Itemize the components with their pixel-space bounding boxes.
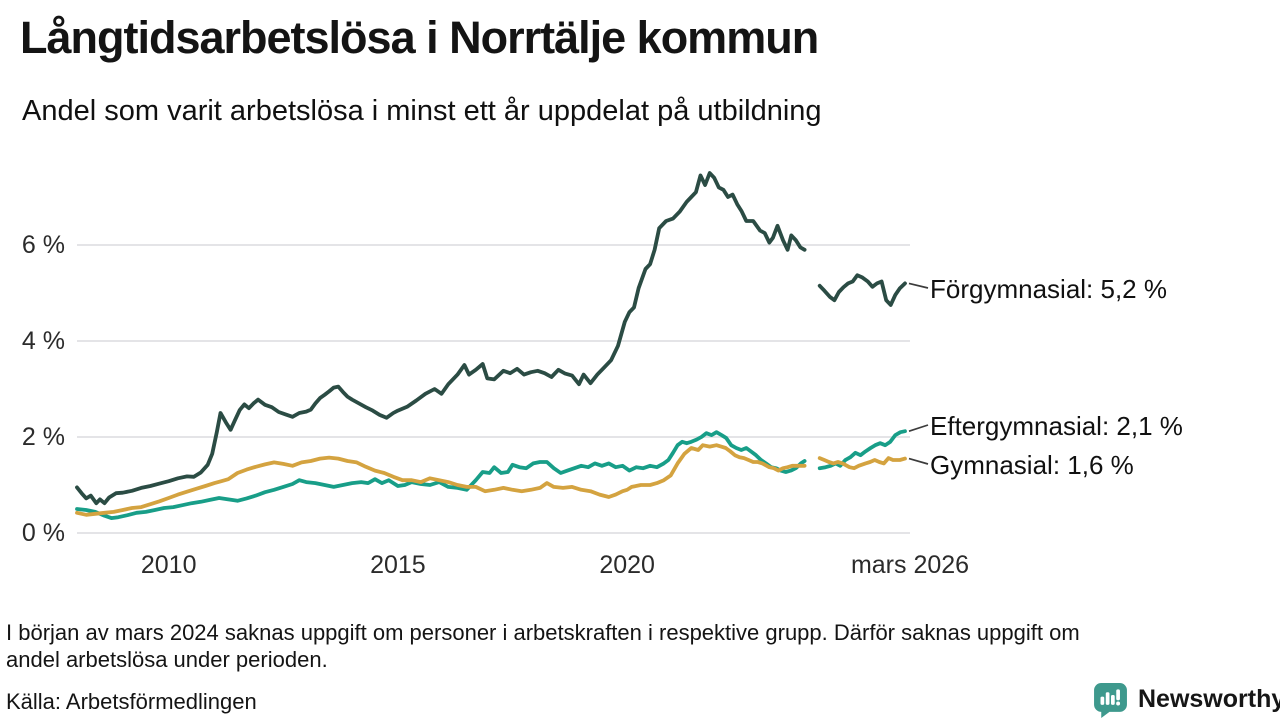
footnote-line-2: andel arbetslösa under perioden.	[6, 647, 328, 672]
y-tick-label: 0 %	[21, 519, 65, 547]
source-note: Källa: Arbetsförmedlingen	[6, 689, 257, 714]
x-tick-label: 2010	[140, 551, 197, 579]
newsworthy-logo: Newsworthy	[1092, 681, 1280, 718]
label-connector	[908, 457, 929, 465]
x-tick-label: mars 2026	[850, 551, 970, 579]
newsworthy-pin-chart-icon	[1092, 681, 1129, 718]
series-line-förgymnasial	[817, 273, 907, 307]
series-line-eftergymnasial	[75, 430, 807, 520]
series-end-label-forgymnasial: Förgymnasial: 5,2 %	[930, 274, 1167, 304]
series-line-gymnasial	[817, 456, 907, 471]
chart-subtitle: Andel som varit arbetslösa i minst ett å…	[22, 95, 822, 127]
series-line-förgymnasial	[75, 171, 807, 506]
y-tick-label: 4 %	[21, 327, 65, 355]
series-end-label-eftergymnasial: Eftergymnasial: 2,1 %	[930, 411, 1183, 441]
page-title: Långtidsarbetslösa i Norrtälje kommun	[20, 12, 819, 63]
label-connector	[908, 424, 929, 433]
label-connector	[908, 282, 929, 289]
series-line-gymnasial	[75, 443, 807, 517]
x-tick-label: 2015	[370, 551, 426, 579]
series-end-label-gymnasial: Gymnasial: 1,6 %	[930, 450, 1134, 480]
x-tick-label: 2020	[599, 551, 655, 579]
y-tick-label: 6 %	[21, 231, 65, 259]
footnote-line-1: I början av mars 2024 saknas uppgift om …	[6, 620, 1080, 645]
y-tick-label: 2 %	[21, 423, 65, 451]
newsworthy-logo-text: Newsworthy	[1138, 685, 1280, 713]
